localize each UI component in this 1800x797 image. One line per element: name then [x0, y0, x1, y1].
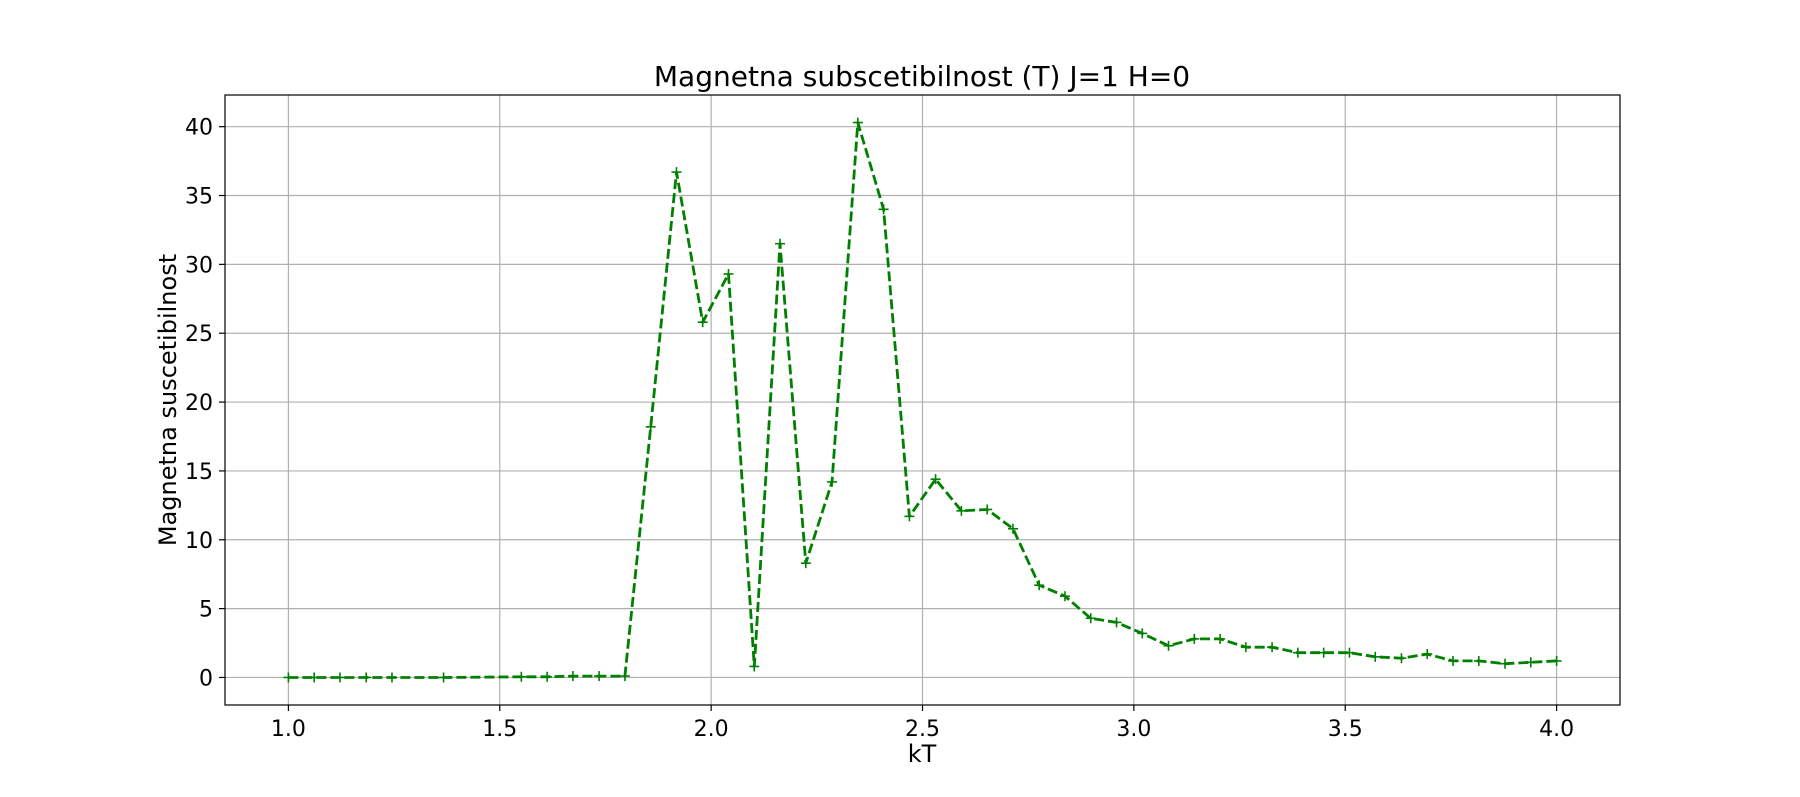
data-point-marker [827, 476, 838, 487]
x-tick-label: 3.0 [1116, 717, 1151, 742]
data-point-marker [956, 505, 967, 516]
data-point-marker [1267, 642, 1278, 653]
x-axis-label: kT [908, 740, 937, 768]
data-point-marker [878, 204, 889, 215]
y-tick-label: 0 [199, 666, 213, 691]
data-point-marker [749, 661, 760, 672]
series-layer [283, 117, 1562, 683]
data-point-marker [1007, 523, 1018, 534]
grid-layer [225, 95, 1620, 705]
data-point-marker [1370, 651, 1381, 662]
x-tick-label: 1.5 [482, 717, 517, 742]
data-point-marker [1215, 633, 1226, 644]
tick-layer: 1.0 1.5 2.0 2.5 3.0 3.5 4.0 0 5 10 15 20 25 30 35 40 [185, 116, 1574, 742]
data-point-marker [567, 671, 578, 682]
data-point-marker [852, 117, 863, 128]
data-point-marker [334, 672, 345, 683]
data-point-marker [1189, 633, 1200, 644]
data-point-marker [1292, 647, 1303, 658]
data-point-marker [542, 671, 553, 682]
data-point-marker [1137, 628, 1148, 639]
y-tick-label: 15 [185, 460, 213, 485]
data-point-marker [1551, 655, 1562, 666]
data-point-marker [438, 672, 449, 683]
y-tick-label: 35 [185, 185, 213, 210]
data-point-marker [361, 672, 372, 683]
data-point-marker [982, 504, 993, 515]
y-axis-label: Magnetna suscetibilnost [154, 254, 182, 546]
data-point-marker [619, 671, 630, 682]
chart-title: Magnetna subscetibilnost (T) J=1 H=0 [654, 60, 1190, 93]
data-point-marker [309, 672, 320, 683]
series-line [288, 121, 1557, 679]
data-point-marker [1111, 617, 1122, 628]
data-point-marker [1422, 649, 1433, 660]
data-point-marker [1344, 647, 1355, 658]
data-point-marker [1396, 653, 1407, 664]
x-tick-label: 4.0 [1539, 717, 1574, 742]
data-point-marker [1525, 657, 1536, 668]
data-point-marker [1163, 640, 1174, 651]
data-point-marker [1085, 613, 1096, 624]
data-point-marker [516, 671, 527, 682]
y-tick-label: 20 [185, 391, 213, 416]
data-point-marker [1473, 655, 1484, 666]
y-tick-label: 10 [185, 529, 213, 554]
data-point-marker [1240, 642, 1251, 653]
data-point-marker [645, 421, 656, 432]
data-point-marker [283, 672, 294, 683]
y-tick-label: 25 [185, 322, 213, 347]
x-tick-label: 2.0 [694, 717, 729, 742]
data-point-marker [671, 167, 682, 178]
x-tick-label: 3.5 [1328, 717, 1363, 742]
data-point-marker [386, 672, 397, 683]
y-tick-label: 40 [185, 116, 213, 141]
x-tick-label: 1.0 [271, 717, 306, 742]
data-point-marker [1500, 658, 1511, 669]
data-point-marker [1034, 580, 1045, 591]
data-point-marker [594, 671, 605, 682]
data-point-marker [1448, 655, 1459, 666]
x-tick-label: 2.5 [905, 717, 940, 742]
y-tick-label: 30 [185, 253, 213, 278]
data-point-marker [775, 238, 786, 249]
data-point-marker [904, 511, 915, 522]
data-point-marker [723, 269, 734, 280]
data-point-marker [697, 317, 708, 328]
data-point-marker [1059, 591, 1070, 602]
y-tick-label: 5 [199, 598, 213, 623]
data-point-marker [800, 558, 811, 569]
data-point-marker [1318, 647, 1329, 658]
data-point-marker [930, 474, 941, 485]
